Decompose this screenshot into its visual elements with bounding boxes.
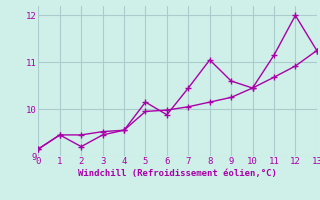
X-axis label: Windchill (Refroidissement éolien,°C): Windchill (Refroidissement éolien,°C) [78, 169, 277, 178]
